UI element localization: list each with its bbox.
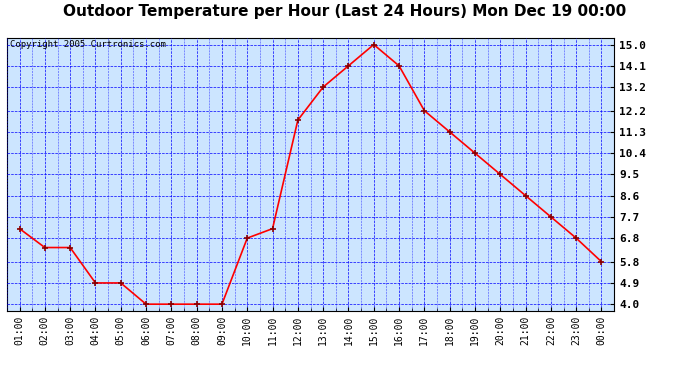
Text: Copyright 2005 Curtronics.com: Copyright 2005 Curtronics.com (10, 40, 166, 49)
Text: Outdoor Temperature per Hour (Last 24 Hours) Mon Dec 19 00:00: Outdoor Temperature per Hour (Last 24 Ho… (63, 4, 627, 19)
